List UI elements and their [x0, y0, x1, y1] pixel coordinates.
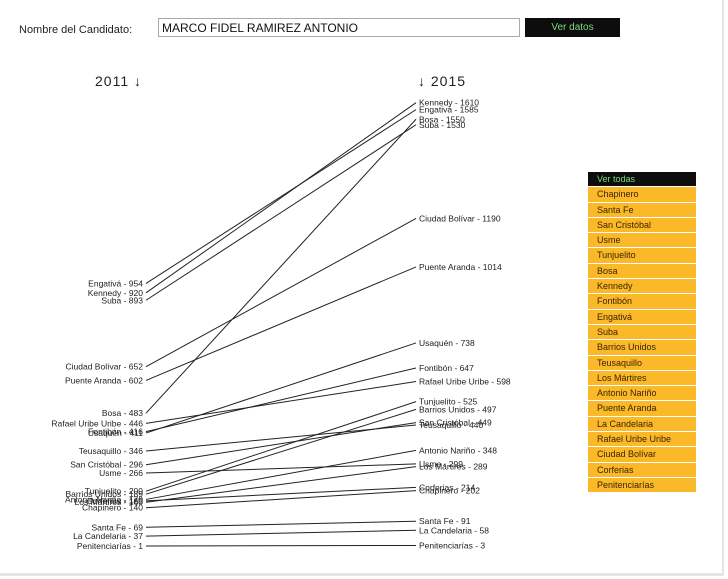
label-2015-puente-aranda: Puente Aranda - 1014	[419, 262, 502, 272]
locality-list: Ver todas Chapinero Santa Fe San Cristóbal U…	[588, 172, 696, 493]
locality-item-suba[interactable]: Suba	[588, 324, 696, 340]
slope-line-suba	[145, 124, 417, 301]
label-2011-barrios-unidos: Barrios Unidos - 189	[66, 489, 144, 499]
locality-item-bosa[interactable]: Bosa	[588, 263, 696, 279]
locality-item-chapinero[interactable]: Chapinero	[588, 187, 696, 202]
slope-line-san-cristobal	[145, 422, 417, 466]
label-2011-bosa: Bosa - 483	[102, 408, 143, 418]
label-2015-santa-fe: Santa Fe - 91	[419, 516, 471, 526]
label-2011-engativa: Engativá - 954	[88, 278, 143, 288]
slope-line-ciudad-bolivar	[145, 217, 417, 368]
locality-item-kennedy[interactable]: Kennedy	[588, 279, 696, 294]
label-2015-los-martires: Los Mártires - 289	[419, 462, 488, 472]
slope-line-corferias	[145, 486, 417, 502]
label-2011-chapinero: Chapinero - 140	[82, 503, 143, 513]
year-2015-header: ↓ 2015	[418, 73, 467, 89]
locality-item-puente-aranda[interactable]: Puente Aranda	[588, 401, 696, 416]
label-2011-san-cristobal: San Cristóbal - 296	[70, 460, 143, 470]
label-2015-usaquen: Usaquén - 738	[419, 338, 475, 348]
locality-item-corferias[interactable]: Corferias	[588, 462, 696, 477]
label-2015-ciudad-bolivar: Ciudad Bolívar - 1190	[419, 213, 501, 223]
ver-datos-button[interactable]: Ver datos	[525, 18, 620, 37]
label-2011-usme: Usme - 266	[99, 468, 143, 478]
slope-line-kennedy	[145, 102, 417, 294]
label-2015-kennedy: Kennedy - 1610	[419, 98, 479, 108]
label-2011-teusaquillo: Teusaquillo - 346	[79, 446, 144, 456]
slope-line-antonio-narino	[145, 449, 417, 500]
slope-line-los-martires	[145, 466, 417, 503]
label-2015-fontibon: Fontibón - 647	[419, 363, 474, 373]
locality-item-ciudad-bolivar[interactable]: Ciudad Bolívar	[588, 447, 696, 462]
label-2015-la-candelaria: La Candelaria - 58	[419, 525, 489, 535]
label-2015-antonio-narino: Antonio Nariño - 348	[419, 445, 497, 455]
locality-item-los-martires[interactable]: Los Mártires	[588, 370, 696, 386]
label-2011-fontibon: Fontibón - 416	[88, 427, 143, 437]
label-2011-ciudad-bolivar: Ciudad Bolívar - 652	[66, 362, 144, 372]
label-2015-bosa: Bosa - 1550	[419, 114, 465, 124]
label-2015-usme: Usme - 299	[419, 459, 463, 469]
slope-line-chapinero	[145, 490, 417, 509]
label-2011-corferias: Corferias - 165	[87, 496, 143, 506]
label-2015-rafael-uribe-uribe: Rafael Uribe Uribe - 598	[419, 377, 511, 387]
label-2011-usaquen: Usaquén - 411	[88, 428, 143, 438]
locality-item-rafael-uribe-uribe[interactable]: Rafael Uribe Uribe	[588, 432, 696, 447]
label-2011-rafael-uribe-uribe: Rafael Uribe Uribe - 446	[51, 418, 143, 428]
label-2011-la-candelaria: La Candelaria - 37	[73, 531, 143, 541]
label-2011-tunjuelito: Tunjuelito - 200	[85, 486, 144, 496]
label-2015-barrios-unidos: Barrios Unidos - 497	[419, 404, 497, 414]
label-2015-suba: Suba - 1530	[419, 120, 466, 130]
slope-line-penitenciarias	[145, 544, 417, 547]
label-2011-kennedy: Kennedy - 920	[88, 288, 144, 298]
locality-item-teusaquillo[interactable]: Teusaquillo	[588, 355, 696, 370]
slope-line-usme	[145, 463, 417, 474]
label-2011-antonio-narino: Antonio Nariño - 170	[65, 494, 143, 504]
label-2015-engativa: Engativá - 1585	[419, 105, 479, 115]
locality-item-san-cristobal[interactable]: San Cristóbal	[588, 217, 696, 233]
locality-item-usme[interactable]: Usme	[588, 233, 696, 248]
candidate-label: Nombre del Candidato:	[19, 24, 133, 36]
label-2015-teusaquillo: Teusaquillo - 440	[419, 420, 484, 430]
locality-item-barrios-unidos[interactable]: Barrios Unidos	[588, 340, 696, 355]
locality-item-santa-fe[interactable]: Santa Fe	[588, 202, 696, 217]
label-2011-puente-aranda: Puente Aranda - 602	[65, 375, 143, 385]
slope-line-santa-fe	[145, 520, 417, 528]
slope-line-rafael-uribe-uribe	[145, 381, 417, 424]
slope-line-puente-aranda	[145, 266, 417, 381]
label-2015-chapinero: Chapinero - 202	[419, 486, 480, 496]
slope-line-barrios-unidos	[145, 408, 417, 495]
slope-line-engativa	[145, 109, 417, 284]
label-2011-santa-fe: Santa Fe - 69	[91, 522, 143, 532]
label-2011-los-martires: Los Mártires - 160	[75, 497, 144, 507]
locality-item-penitenciarias[interactable]: Penitenciarías	[588, 477, 696, 493]
locality-item-engativa[interactable]: Engativá	[588, 309, 696, 324]
slope-line-fontibon	[145, 367, 417, 433]
label-2011-suba: Suba - 893	[101, 295, 143, 305]
label-2011-penitenciarias: Penitenciarías - 1	[77, 541, 143, 551]
locality-item-tunjuelito[interactable]: Tunjuelito	[588, 248, 696, 263]
slope-line-tunjuelito	[145, 401, 417, 492]
slope-line-usaquen	[145, 342, 417, 434]
locality-item-ver-todas[interactable]: Ver todas	[588, 172, 696, 187]
label-2015-penitenciarias: Penitenciarías - 3	[419, 540, 485, 550]
label-2015-corferias: Corferias - 214	[419, 482, 475, 492]
label-2015-san-cristobal: San Cristóbal - 449	[419, 418, 492, 428]
label-2015-tunjuelito: Tunjuelito - 525	[419, 397, 478, 407]
candidate-name-input[interactable]	[158, 18, 520, 37]
locality-item-antonio-narino[interactable]: Antonio Nariño	[588, 386, 696, 401]
locality-item-la-candelaria[interactable]: La Candelaria	[588, 416, 696, 432]
year-2011-header: 2011 ↓	[95, 73, 142, 89]
slope-line-la-candelaria	[145, 529, 417, 537]
slope-line-bosa	[145, 118, 417, 414]
locality-item-fontibon[interactable]: Fontibón	[588, 294, 696, 309]
